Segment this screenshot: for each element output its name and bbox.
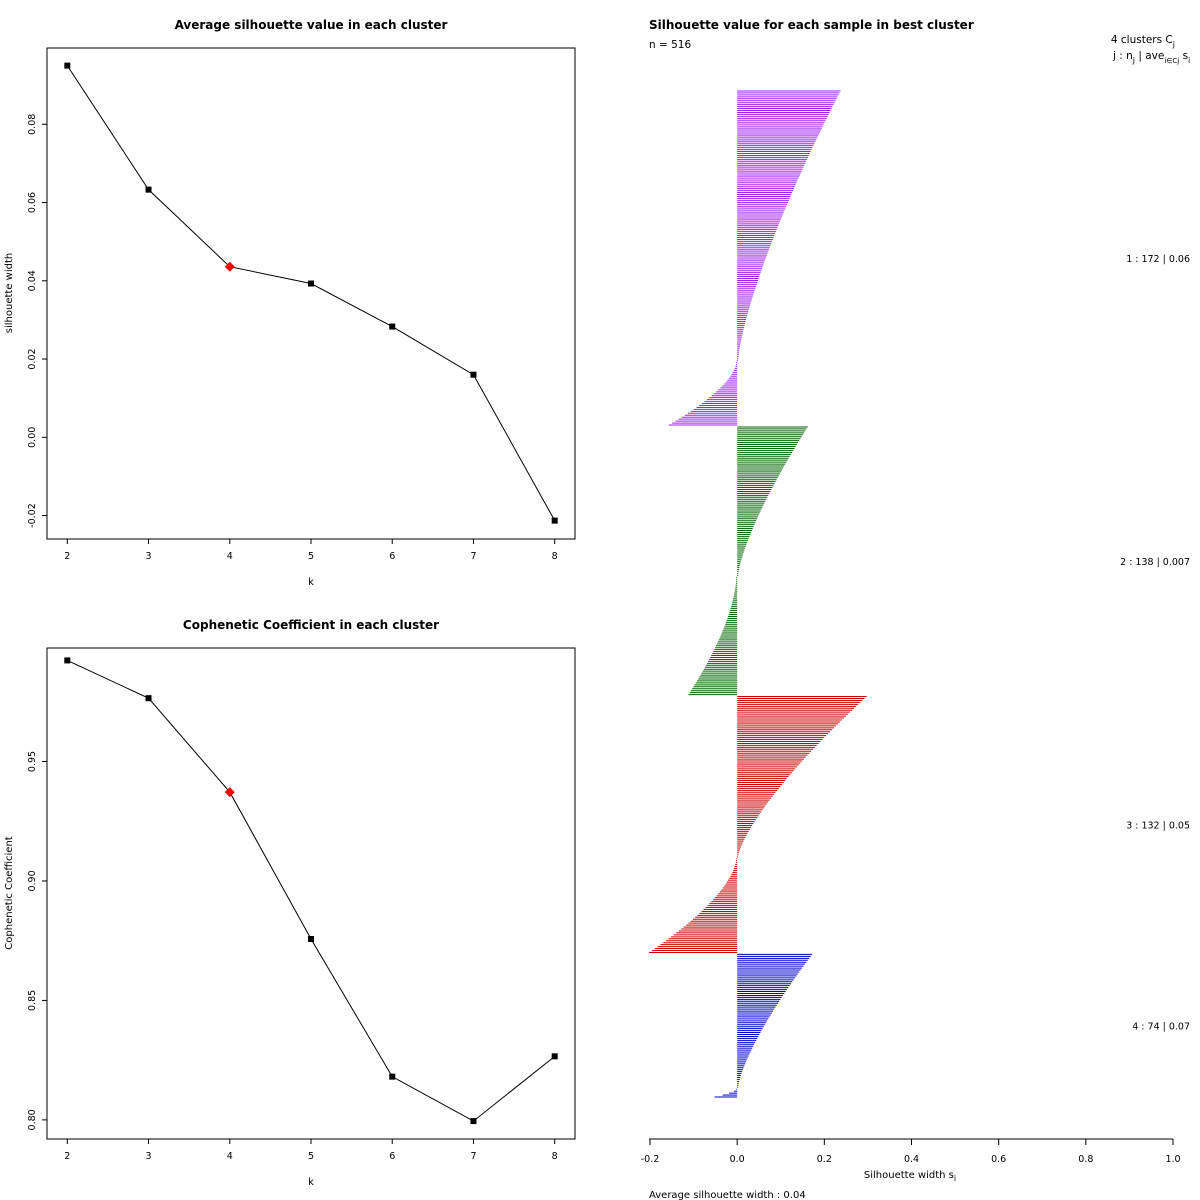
data-point: [470, 1118, 477, 1125]
series-line: [67, 659, 556, 1122]
x-tick-label: 3: [146, 551, 152, 562]
cluster-label: 1 : 172 | 0.06: [1126, 254, 1190, 265]
cluster-labels: 1 : 172 | 0.06 2 : 138 | 0.007 3 : 132 | 0…: [1120, 254, 1190, 1033]
x-tick-label: 2: [64, 1151, 70, 1162]
x-tick-label: 6: [389, 1151, 395, 1162]
y-tick-label: 0.85: [27, 990, 38, 1011]
panel-avg-silhouette: Average silhouette value in each cluster…: [4, 18, 576, 588]
avg-silhouette-ylabel: silhouette width: [4, 253, 15, 333]
x-tick-label: 0.6: [991, 1154, 1006, 1165]
x-tick-label: 1.0: [1165, 1154, 1180, 1165]
data-point: [64, 62, 71, 69]
y-tick-label: 0.02: [27, 348, 38, 369]
series-line: [66, 65, 556, 521]
cophenetic-yaxis: 0.80 0.85 0.90 0.95: [27, 751, 47, 1130]
silhouette-bars: [649, 90, 867, 1098]
x-tick-label: 2: [64, 551, 70, 562]
legend-header-line2: j : nj | avei∈Cj si: [1112, 50, 1190, 65]
x-tick-label: 8: [552, 551, 558, 562]
x-tick-label: 4: [227, 551, 233, 562]
average-silhouette-footer: Average silhouette width : 0.04: [649, 1190, 806, 1200]
data-point: [389, 1073, 396, 1080]
cophenetic-xaxis: 2 3 4 5 6 7 8: [64, 1139, 558, 1162]
x-tick-label: 0.4: [904, 1154, 919, 1165]
panel-cophenetic: Cophenetic Coefficient in each cluster k…: [4, 618, 576, 1188]
cophenetic-series: [64, 657, 558, 1125]
cophenetic-ylabel: Cophenetic Coefficient: [4, 836, 15, 949]
data-point: [308, 280, 314, 287]
data-point: [551, 517, 558, 524]
data-point: [64, 657, 71, 664]
data-point: [551, 1053, 558, 1060]
silhouette-xaxis: -0.2 0.0 0.2 0.4 0.6 0.8 1.0: [641, 1139, 1181, 1165]
y-tick-label: 0.90: [27, 870, 38, 891]
cophenetic-title: Cophenetic Coefficient in each cluster: [183, 618, 439, 632]
avg-silhouette-xaxis: 2 3 4 5 6 7 8: [64, 539, 558, 562]
x-tick-label: 0.8: [1078, 1154, 1093, 1165]
x-tick-label: 3: [146, 1151, 152, 1162]
x-tick-label: 0.0: [730, 1154, 745, 1165]
x-tick-label: -0.2: [641, 1154, 660, 1165]
x-tick-label: 8: [552, 1151, 558, 1162]
highlight-point: [224, 787, 235, 798]
y-tick-label: 0.04: [27, 270, 38, 291]
x-tick-label: 7: [470, 1151, 476, 1162]
avg-silhouette-yaxis: 0.08 0.06 0.04 0.02 0.00 -0.02: [27, 114, 47, 528]
y-tick-label: 0.06: [27, 192, 38, 213]
x-tick-label: 0.2: [817, 1154, 832, 1165]
cluster-label: 3 : 132 | 0.05: [1126, 821, 1190, 832]
x-tick-label: 7: [470, 551, 476, 562]
x-tick-label: 6: [389, 551, 395, 562]
y-tick-label: 0.95: [27, 751, 38, 772]
cluster-label: 4 : 74 | 0.07: [1132, 1022, 1190, 1033]
data-point: [470, 371, 477, 378]
data-point: [308, 936, 314, 943]
legend-header-line1: 4 clusters Cj: [1111, 34, 1175, 49]
silhouette-xlabel: Silhouette width si: [864, 1170, 956, 1183]
x-tick-label: 5: [308, 551, 314, 562]
avg-silhouette-xlabel: k: [308, 577, 314, 588]
x-tick-label: 4: [227, 1151, 233, 1162]
y-tick-label: 0.80: [27, 1109, 38, 1130]
sample-count: n = 516: [649, 39, 691, 51]
cluster-label: 2 : 138 | 0.007: [1120, 557, 1190, 568]
data-point: [145, 695, 152, 702]
y-tick-label: 0.00: [27, 427, 38, 448]
avg-silhouette-series: [64, 62, 558, 524]
data-point: [389, 323, 396, 330]
y-tick-label: 0.08: [27, 114, 38, 135]
y-tick-label: -0.02: [27, 503, 38, 528]
cophenetic-plot-box: [46, 647, 576, 1140]
avg-silhouette-plot-box: [46, 47, 576, 540]
silhouette-samples-title: Silhouette value for each sample in best…: [649, 18, 974, 32]
avg-silhouette-title: Average silhouette value in each cluster: [175, 18, 448, 32]
cophenetic-xlabel: k: [308, 1177, 314, 1188]
data-point: [145, 186, 152, 193]
x-tick-label: 5: [308, 1151, 314, 1162]
highlight-point: [224, 261, 235, 272]
panel-silhouette-samples: Silhouette value for each sample in best…: [641, 18, 1191, 1200]
